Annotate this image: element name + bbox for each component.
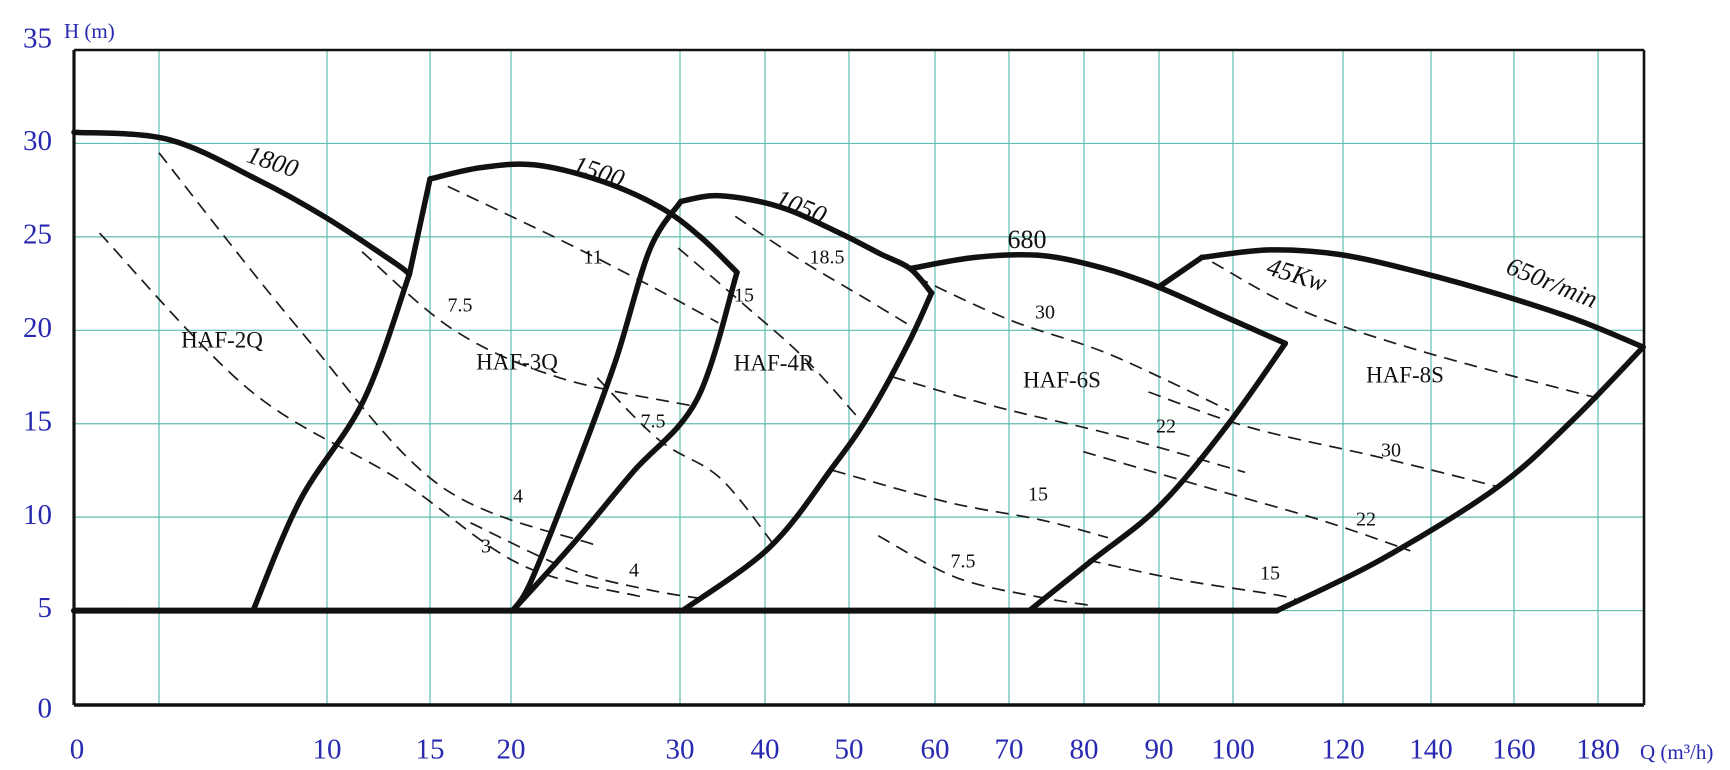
power-line-haf-8s-45kw: [1211, 261, 1597, 399]
x-tick-label-40: 40: [751, 734, 780, 766]
power-line-label-haf-3q-7.5: 7.5: [448, 295, 473, 317]
x-tick-label-80: 80: [1070, 734, 1099, 766]
power-line-haf-8s-30: [1148, 391, 1501, 489]
power-line-haf-4r-7.5: [596, 377, 775, 546]
envelope-haf-3q-top-curve: [427, 161, 740, 276]
envelope-haf-3q-left-edge: [406, 176, 433, 277]
y-axis-title: H (m): [64, 19, 115, 43]
y-tick-label-10: 10: [23, 499, 52, 531]
y-tick-label-30: 30: [23, 125, 52, 157]
power-line-haf-6s-7.5: [877, 535, 1088, 606]
power-line-haf-3q-11: [447, 185, 719, 324]
power-line-haf-2q-3: [98, 232, 645, 599]
speed-label-650r-min: 650r/min: [1502, 251, 1601, 314]
x-tick-label-30: 30: [666, 734, 695, 766]
x-axis-title: Q (m³/h): [1640, 740, 1713, 764]
speed-label-680: 680: [1008, 225, 1047, 254]
power-line-haf-6s-15: [832, 469, 1109, 539]
power-line-haf-8s-22: [1083, 450, 1411, 552]
power-line-label-haf-4r-15: 15: [734, 285, 754, 307]
envelope-haf-4r-right-edge: [679, 290, 935, 614]
x-tick-label-0: 0: [70, 734, 85, 766]
y-tick-label-35: 35: [23, 23, 52, 55]
x-tick-label-70: 70: [995, 734, 1024, 766]
power-line-label-haf-8s-15: 15: [1260, 563, 1280, 585]
power-line-haf-8s-15: [1087, 559, 1296, 601]
x-tick-label-50: 50: [835, 734, 864, 766]
envelope-haf-8s-right-edge: [1274, 344, 1646, 614]
power-line-label-haf-3q-4: 4: [629, 560, 639, 582]
power-line-haf-4r-18.5: [734, 215, 919, 332]
power-line-label-haf-3q-11: 11: [583, 247, 602, 269]
envelope-haf-4r-left-edge: [509, 198, 684, 614]
pump-label-haf-2q: HAF-2Q: [181, 327, 263, 352]
envelope-haf-8s-left-edge: [1155, 254, 1205, 291]
power-line-label-haf-6s-7.5: 7.5: [951, 551, 976, 573]
x-tick-label-180: 180: [1576, 734, 1620, 766]
power-line-label-haf-4r-7.5: 7.5: [641, 411, 666, 433]
pump-label-haf-3q: HAF-3Q: [476, 349, 558, 374]
x-tick-label-160: 160: [1492, 734, 1536, 766]
x-tick-label-20: 20: [497, 734, 526, 766]
power-line-haf-6s-30: [915, 276, 1230, 412]
power-line-label-haf-2q-3: 3: [481, 536, 491, 558]
pump-label-haf-6s: HAF-6S: [1023, 367, 1101, 392]
power-line-label-haf-6s-15: 15: [1028, 484, 1048, 506]
plot-border-layer: [72, 48, 1646, 707]
x-tick-label-60: 60: [921, 734, 950, 766]
x-tick-label-90: 90: [1145, 734, 1174, 766]
envelope-haf-8s-top-curve: [1199, 247, 1646, 350]
power-line-label-haf-6s-30: 30: [1035, 302, 1055, 324]
x-tick-label-15: 15: [416, 734, 445, 766]
power-line-label-haf-8s-22: 22: [1356, 509, 1376, 531]
envelope-curves-layer: [71, 129, 1646, 614]
x-tick-label-140: 140: [1409, 734, 1453, 766]
envelope-haf-2q-top-curve: [71, 129, 413, 277]
power-line-label-haf-8s-30: 30: [1381, 440, 1401, 462]
labels-layer: H (m) Q (m³/h) 4 3 7.5 11 4 7.5 15 18.5 30 22 15 7.…: [23, 19, 1713, 766]
speed-label-1050: 1050: [771, 183, 830, 229]
power-line-label-haf-6s-22: 22: [1156, 416, 1176, 438]
power-line-haf-3q-4: [470, 522, 708, 601]
pump-label-haf-8s: HAF-8S: [1366, 362, 1444, 387]
y-tick-label-20: 20: [23, 312, 52, 344]
speed-label-1500: 1500: [570, 150, 628, 194]
x-tick-label-120: 120: [1321, 734, 1365, 766]
envelope-haf-6s-top-curve: [907, 251, 1289, 347]
power-line-haf-3q-7.5: [361, 251, 693, 407]
power-line-haf-4r-15: [677, 247, 861, 421]
y-tick-label-0: 0: [38, 693, 53, 725]
y-tick-label-25: 25: [23, 219, 52, 251]
power-line-label-haf-2q-4: 4: [513, 486, 523, 508]
envelope-haf-3q-right-edge: [509, 269, 740, 614]
x-tick-label-10: 10: [313, 734, 342, 766]
power-line-label-haf-4r-18.5: 18.5: [810, 247, 845, 269]
envelope-haf-2q-right-edge: [250, 271, 413, 614]
pump-label-haf-4r: HAF-4R: [734, 350, 815, 375]
power-lines-layer: [98, 152, 1597, 606]
power-line-label-haf-8s-45kw: 45Kw: [1263, 252, 1330, 298]
x-tick-label-100: 100: [1211, 734, 1255, 766]
envelope-haf-6s-right-edge: [1026, 340, 1289, 614]
y-tick-label-5: 5: [38, 592, 53, 624]
y-tick-label-15: 15: [23, 405, 52, 437]
power-line-haf-6s-22: [892, 376, 1246, 474]
